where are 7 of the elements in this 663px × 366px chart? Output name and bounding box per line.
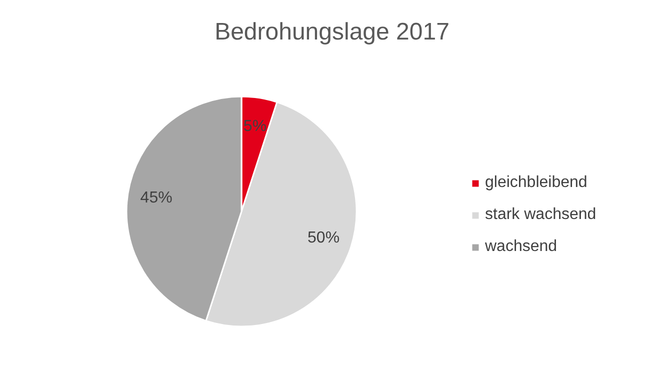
data-label: 5% <box>243 118 267 135</box>
data-label: 45% <box>140 190 172 207</box>
legend-label: wachsend <box>485 238 558 256</box>
data-label: 50% <box>308 230 340 247</box>
legend-label: gleichbleibend <box>485 174 588 192</box>
chart-title: Bedrohungslage 2017 <box>214 18 450 46</box>
legend-label: stark wachsend <box>485 206 596 224</box>
